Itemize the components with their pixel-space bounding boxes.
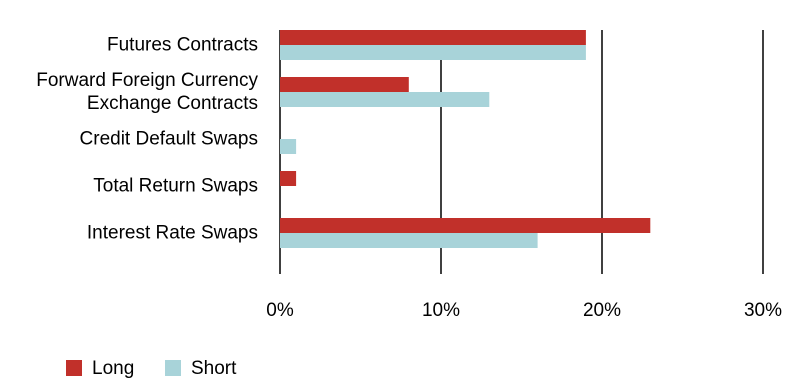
bar <box>280 233 538 248</box>
legend-label: Short <box>191 358 237 379</box>
legend-label: Long <box>92 358 134 379</box>
y-tick-label: Interest Rate Swaps <box>86 222 258 244</box>
x-tick-label: 10% <box>422 300 460 321</box>
bar <box>280 45 586 60</box>
bar <box>280 30 586 45</box>
y-tick-label: Forward Foreign Currency Exchange Contra… <box>36 70 258 114</box>
x-tick-label: 0% <box>266 300 294 321</box>
bar <box>280 139 297 154</box>
legend-swatch <box>66 360 82 376</box>
bar <box>280 171 297 186</box>
bar <box>280 218 651 233</box>
y-tick-label: Futures Contracts <box>107 34 258 56</box>
y-tick-label: Credit Default Swaps <box>79 128 258 150</box>
legend-swatch <box>165 360 181 376</box>
bar <box>280 92 490 107</box>
bar <box>280 77 409 92</box>
x-tick-label: 30% <box>744 300 782 321</box>
x-tick-label: 20% <box>583 300 621 321</box>
y-tick-label: Total Return Swaps <box>93 175 258 197</box>
